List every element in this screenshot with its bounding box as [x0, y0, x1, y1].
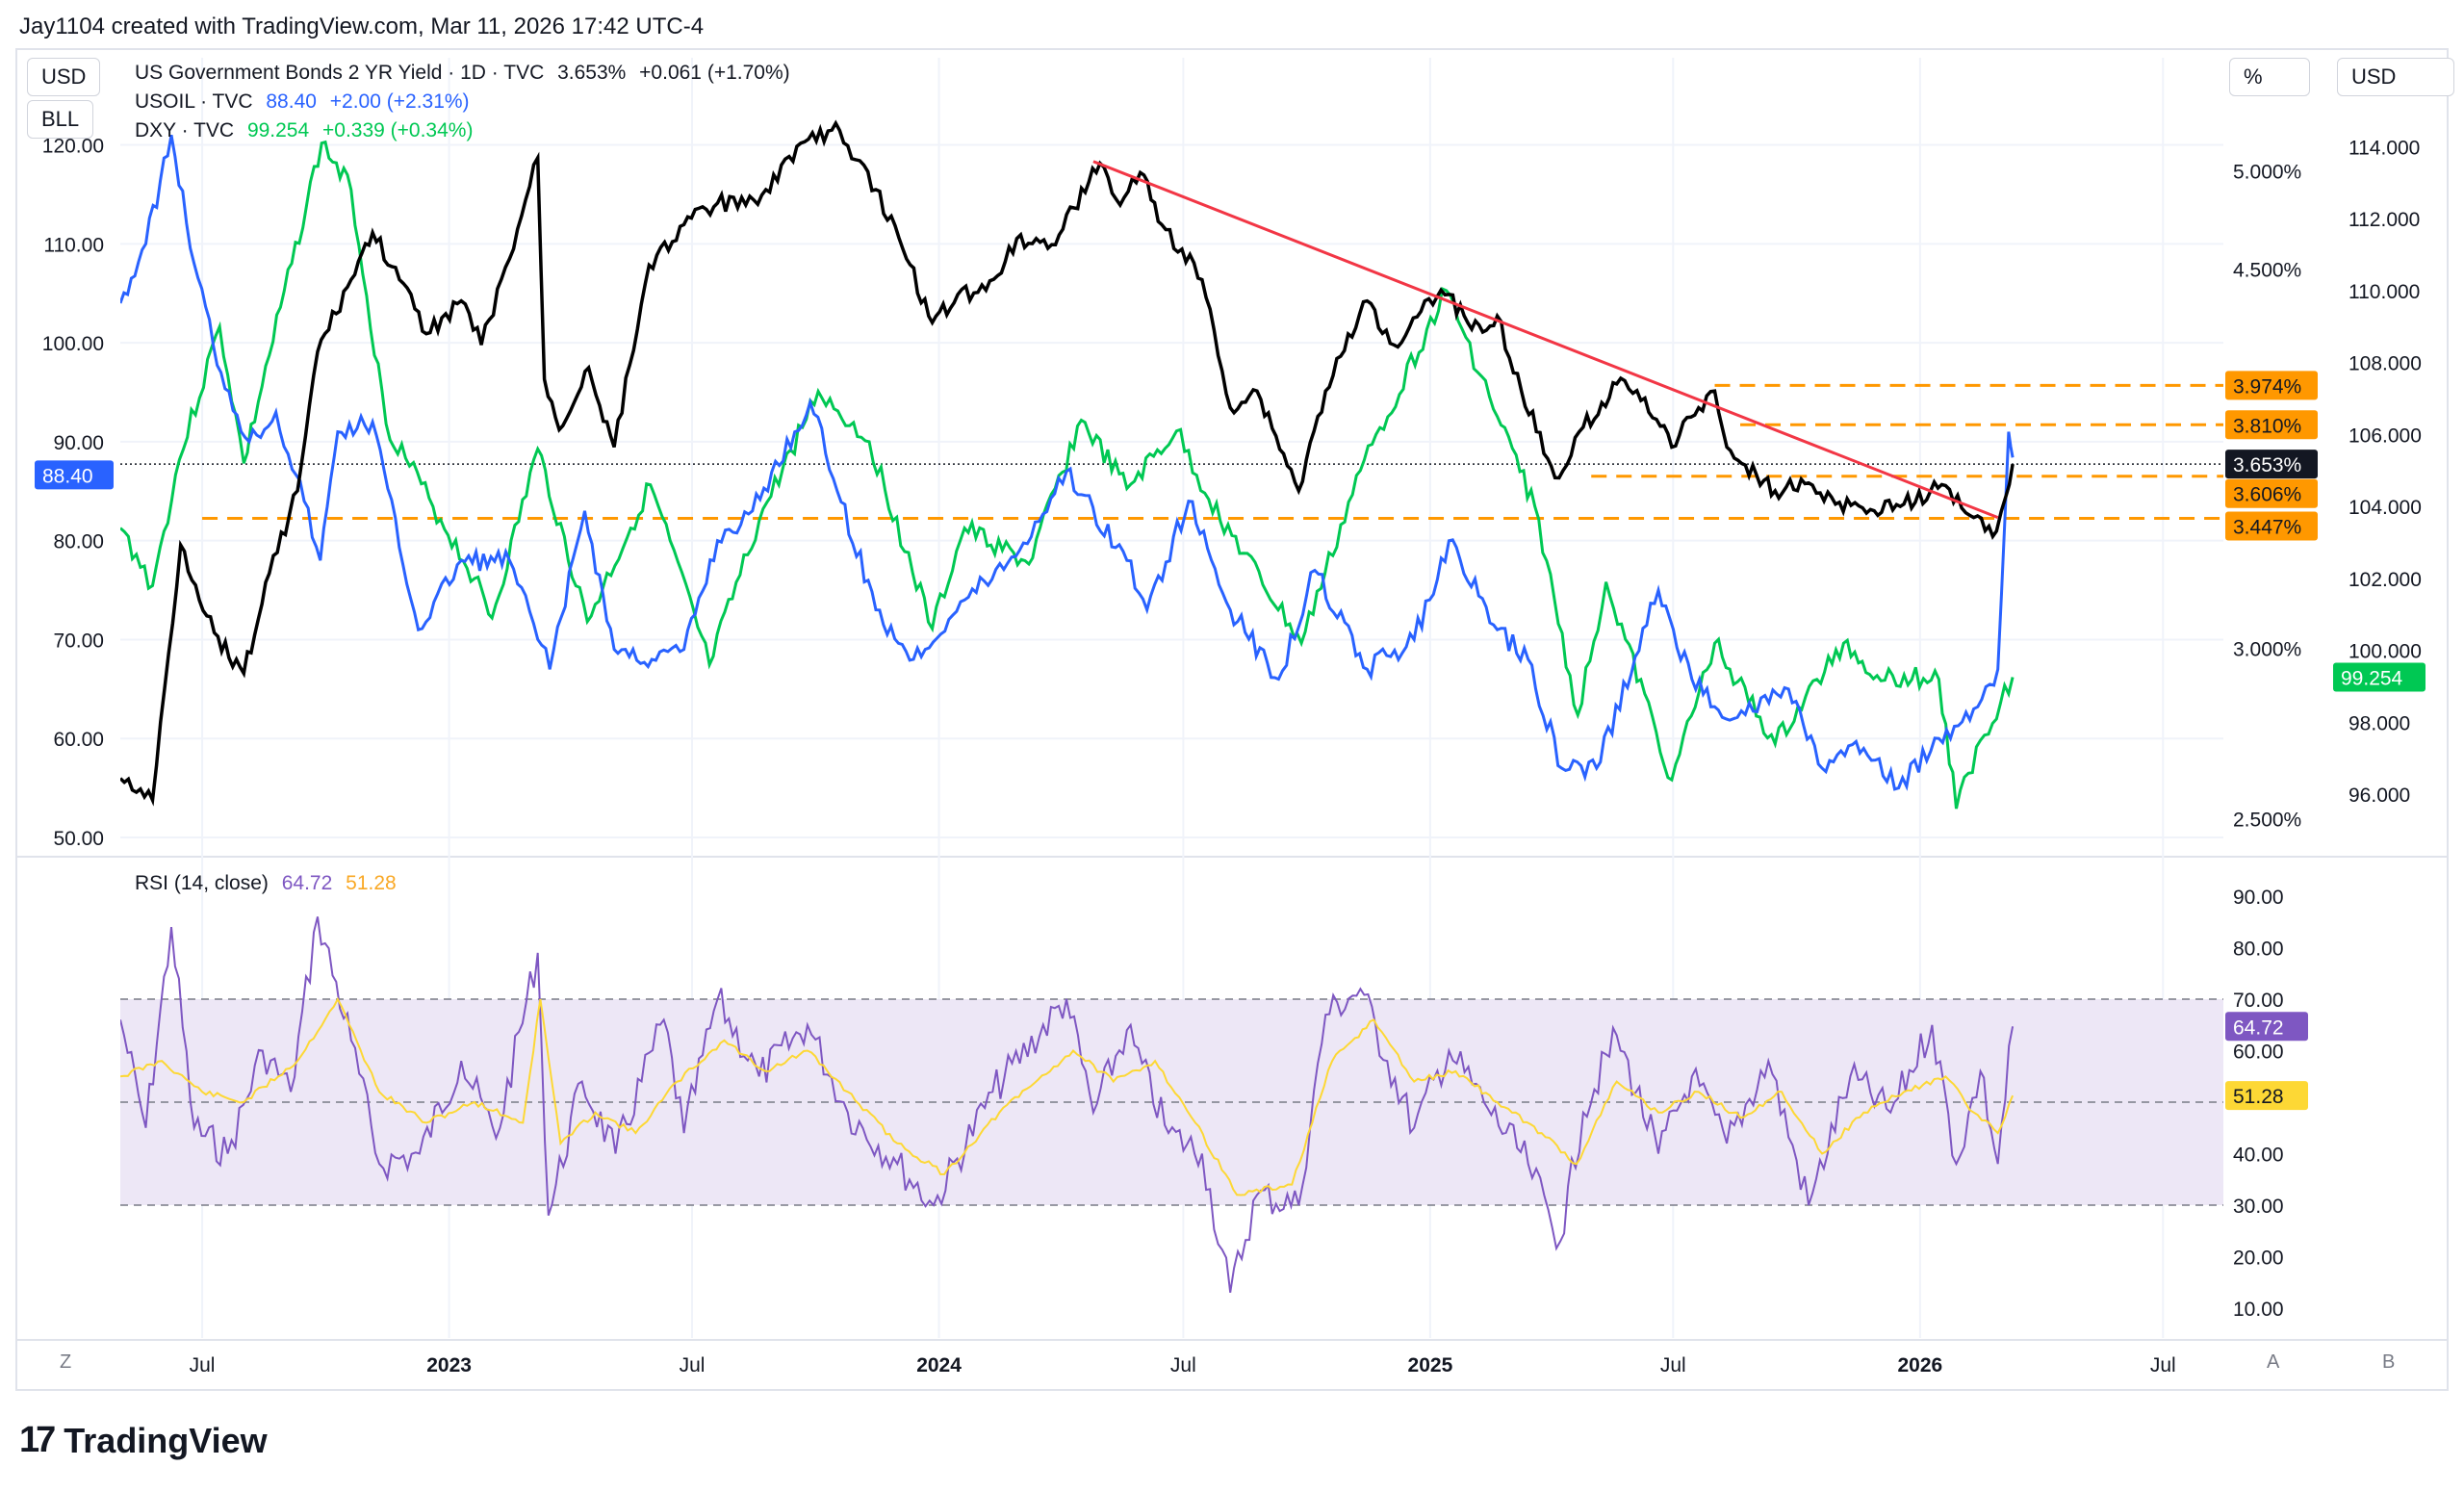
legend-yield-change: +0.061 (+1.70%) [639, 62, 790, 84]
left-scale-badge-usd[interactable]: USD [27, 58, 101, 96]
scale-b-toggle[interactable]: B [2382, 1351, 2396, 1373]
rsi-tick-label: 10.00 [2233, 1299, 2284, 1321]
tradingview-logo-icon: 17 [19, 1420, 56, 1460]
legend-usoil-change: +2.00 (+2.31%) [329, 90, 470, 113]
rsi-tick-label: 90.00 [2233, 887, 2284, 909]
legend-usoil[interactable]: USOIL · TVC 88.40 +2.00 (+2.31%) [135, 90, 477, 114]
level-price-label-bg [2225, 511, 2318, 541]
right-scale-badge-usd[interactable]: USD [2337, 58, 2455, 96]
rsi-line [120, 916, 2015, 1294]
usoil-tick-label: 90.00 [53, 432, 104, 454]
dxy-tick-label: 96.000 [2348, 785, 2410, 807]
usoil-tick-label: 110.00 [43, 234, 104, 256]
chart-credit: Jay1104 created with TradingView.com, Ma… [19, 13, 705, 39]
time-tick-label: 2025 [1408, 1354, 1453, 1376]
legend-yield[interactable]: US Government Bonds 2 YR Yield · 1D · TV… [135, 62, 798, 85]
dxy-tick-label: 100.000 [2348, 641, 2422, 663]
dxy-tick-label: 114.000 [2348, 137, 2420, 159]
brand-name: TradingView [64, 1420, 268, 1460]
usoil-tick-label: 60.00 [53, 729, 104, 751]
usoil-tick-label: 100.00 [42, 333, 104, 355]
legend-yield-value: 3.653% [557, 62, 627, 84]
usoil-tick-label: 120.00 [42, 136, 104, 158]
current-yield-label-bg [2225, 450, 2318, 479]
level-price-label-bg [2225, 410, 2318, 440]
rsi-ma-value-label: 51.28 [2233, 1086, 2284, 1108]
legend-dxy-name: DXY · TVC [135, 119, 235, 141]
level-price-label: 3.974% [2233, 375, 2301, 398]
dxy-tick-label: 102.000 [2348, 569, 2422, 591]
legend-usoil-value: 88.40 [266, 90, 317, 113]
level-price-label-bg [2225, 371, 2318, 400]
usoil-tick-label: 70.00 [53, 630, 104, 652]
time-tick-label: Jul [2150, 1354, 2176, 1376]
right-scale-badge-pct[interactable]: % [2229, 58, 2310, 96]
time-tick-label: 2024 [916, 1354, 962, 1376]
time-tick-label: Jul [190, 1354, 216, 1376]
left-scale-badge-bll[interactable]: BLL [27, 100, 94, 139]
rsi-value-label-bg [2225, 1012, 2308, 1042]
rsi-ma-line [120, 996, 2015, 1196]
time-tick-label: Jul [1660, 1354, 1686, 1376]
level-price-label: 3.606% [2233, 484, 2301, 506]
legend-rsi-ma: 51.28 [346, 872, 397, 894]
rsi-pane [120, 916, 2223, 1294]
rsi-ma-value-label-bg [2225, 1081, 2308, 1111]
dxy-tick-label: 108.000 [2348, 353, 2422, 375]
yield-tick-label: 4.500% [2233, 260, 2301, 282]
current-yield-label: 3.653% [2233, 454, 2301, 476]
rsi-value-label: 64.72 [2233, 1016, 2284, 1039]
yield-tick-label: 3.000% [2233, 638, 2301, 660]
trendline [1092, 160, 1999, 520]
legend-rsi-value: 64.72 [281, 872, 333, 894]
dxy-tick-label: 98.000 [2348, 712, 2410, 734]
dxy-tick-label: 104.000 [2348, 497, 2422, 519]
legend-dxy-change: +0.339 (+0.34%) [322, 119, 474, 141]
dxy-tick-label: 106.000 [2348, 424, 2422, 447]
yield-tick-label: 5.000% [2233, 161, 2301, 183]
rsi-tick-label: 20.00 [2233, 1247, 2284, 1269]
level-price-label-bg [2225, 478, 2318, 508]
zoom-reset-icon[interactable]: Z [60, 1351, 72, 1373]
auto-scale-toggle[interactable]: A [2267, 1351, 2280, 1373]
rsi-tick-label: 60.00 [2233, 1042, 2284, 1064]
time-tick-label: Jul [680, 1354, 706, 1376]
dxy-price-label-bg [2333, 662, 2426, 692]
time-tick-label: 2023 [426, 1354, 472, 1376]
legend-rsi[interactable]: RSI (14, close) 64.72 51.28 [135, 872, 404, 895]
rsi-tick-label: 40.00 [2233, 1144, 2284, 1166]
usoil-tick-label: 50.00 [53, 828, 104, 850]
time-tick-label: Jul [1170, 1354, 1196, 1376]
level-price-label: 3.447% [2233, 517, 2301, 539]
level-price-label: 3.810% [2233, 415, 2301, 437]
dxy-tick-label: 110.000 [2348, 281, 2420, 303]
legend-yield-name: US Government Bonds 2 YR Yield · 1D · TV… [135, 62, 545, 84]
tradingview-brand[interactable]: 17 TradingView [19, 1420, 268, 1461]
yield-tick-label: 2.500% [2233, 809, 2301, 831]
legend-rsi-name: RSI (14, close) [135, 872, 269, 894]
rsi-tick-label: 30.00 [2233, 1196, 2284, 1218]
usoil-price-label-bg [35, 460, 114, 490]
axes: Jul 2023 Jul 2024 Jul 2025 Jul 2026 Jul 50.00 60.0… [42, 136, 2422, 1376]
dxy-tick-label: 112.000 [2348, 209, 2420, 231]
main-pane [120, 119, 2223, 810]
time-tick-label: 2026 [1898, 1354, 1943, 1376]
usoil-price-label: 88.40 [42, 465, 93, 487]
legend-usoil-name: USOIL · TVC [135, 90, 253, 113]
rsi-tick-label: 80.00 [2233, 939, 2284, 961]
usoil-tick-label: 80.00 [53, 531, 104, 553]
price-labels: 3.974% 3.810% 3.606% 3.447% 3.653% 88.40 99.25… [35, 371, 2426, 1111]
rsi-tick-label: 70.00 [2233, 990, 2284, 1012]
legend-dxy[interactable]: DXY · TVC 99.254 +0.339 (+0.34%) [135, 119, 480, 142]
chart-frame [15, 48, 2449, 1391]
dxy-price-label: 99.254 [2341, 668, 2403, 690]
legend-dxy-value: 99.254 [246, 119, 310, 141]
yield-line [120, 119, 2015, 807]
usoil-line [120, 135, 2015, 791]
